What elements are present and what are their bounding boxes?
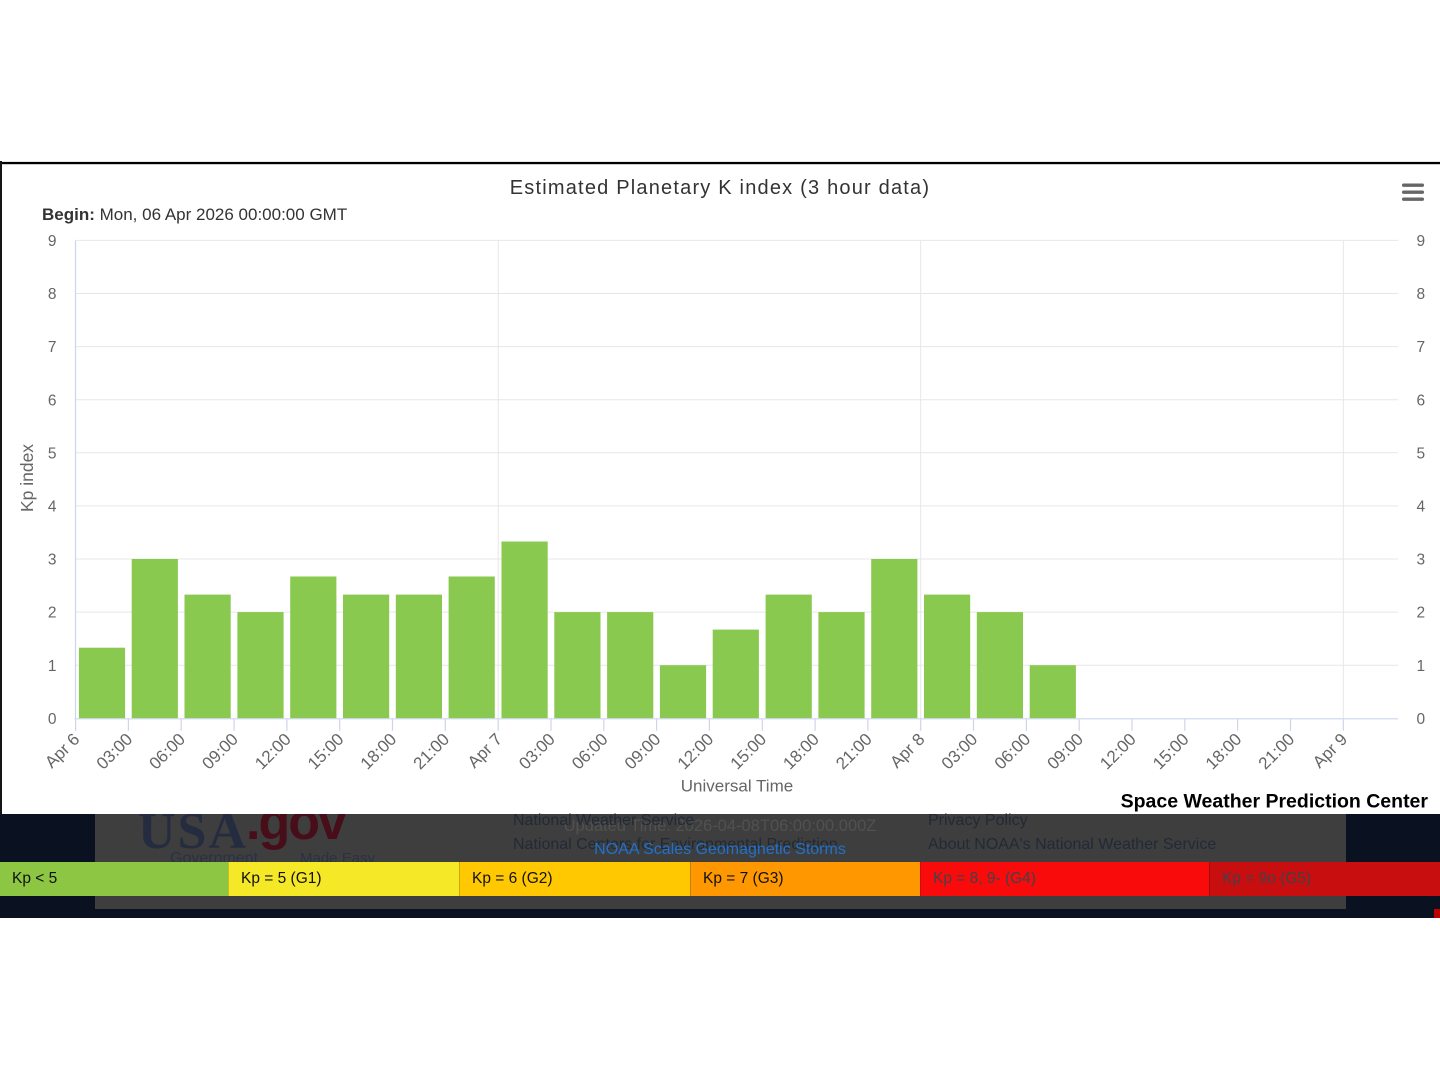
svg-text:7: 7 — [1417, 339, 1426, 356]
svg-text:09:00: 09:00 — [198, 730, 242, 774]
svg-text:21:00: 21:00 — [410, 730, 454, 774]
svg-text:09:00: 09:00 — [1044, 730, 1088, 774]
svg-text:Apr 7: Apr 7 — [464, 730, 506, 772]
svg-text:7: 7 — [48, 339, 57, 356]
svg-text:4: 4 — [1417, 499, 1426, 516]
svg-text:0: 0 — [1417, 711, 1426, 728]
svg-text:21:00: 21:00 — [1255, 730, 1299, 774]
svg-text:Space Weather Prediction Cente: Space Weather Prediction Center — [1121, 791, 1429, 813]
svg-text:3: 3 — [1417, 552, 1426, 569]
svg-text:6: 6 — [1417, 392, 1426, 409]
svg-text:06:00: 06:00 — [991, 730, 1035, 774]
svg-text:18:00: 18:00 — [779, 730, 823, 774]
svg-text:15:00: 15:00 — [1149, 730, 1193, 774]
svg-text:6: 6 — [48, 392, 57, 409]
svg-text:8: 8 — [48, 286, 57, 303]
svg-text:03:00: 03:00 — [938, 730, 982, 774]
svg-text:5: 5 — [48, 445, 57, 462]
svg-text:8: 8 — [1417, 286, 1426, 303]
svg-text:18:00: 18:00 — [357, 730, 401, 774]
svg-text:9: 9 — [1417, 233, 1426, 250]
svg-text:Universal Time: Universal Time — [681, 777, 793, 796]
svg-text:9: 9 — [48, 233, 57, 250]
svg-text:21:00: 21:00 — [832, 730, 876, 774]
svg-text:1: 1 — [1417, 658, 1426, 675]
svg-text:Apr 6: Apr 6 — [41, 730, 83, 772]
svg-text:06:00: 06:00 — [568, 730, 612, 774]
svg-text:4: 4 — [48, 499, 57, 516]
svg-text:06:00: 06:00 — [146, 730, 190, 774]
svg-text:09:00: 09:00 — [621, 730, 665, 774]
svg-text:2: 2 — [1417, 605, 1426, 622]
svg-text:Apr 8: Apr 8 — [886, 730, 928, 772]
svg-text:5: 5 — [1417, 445, 1426, 462]
svg-text:1: 1 — [48, 658, 57, 675]
svg-text:3: 3 — [48, 552, 57, 569]
svg-text:15:00: 15:00 — [304, 730, 348, 774]
svg-text:03:00: 03:00 — [515, 730, 559, 774]
svg-text:0: 0 — [48, 711, 57, 728]
svg-text:15:00: 15:00 — [727, 730, 771, 774]
svg-text:12:00: 12:00 — [251, 730, 295, 774]
svg-text:12:00: 12:00 — [1096, 730, 1140, 774]
svg-text:Kp index: Kp index — [17, 444, 37, 512]
svg-text:Apr 9: Apr 9 — [1309, 730, 1351, 772]
svg-text:18:00: 18:00 — [1202, 730, 1246, 774]
svg-text:Estimated Planetary K index (3: Estimated Planetary K index (3 hour data… — [510, 177, 931, 199]
svg-text:2: 2 — [48, 605, 57, 622]
svg-text:Begin: Mon, 06 Apr 2026 00:00:: Begin: Mon, 06 Apr 2026 00:00:00 GMT — [42, 205, 347, 224]
svg-text:12:00: 12:00 — [674, 730, 718, 774]
svg-text:03:00: 03:00 — [93, 730, 137, 774]
